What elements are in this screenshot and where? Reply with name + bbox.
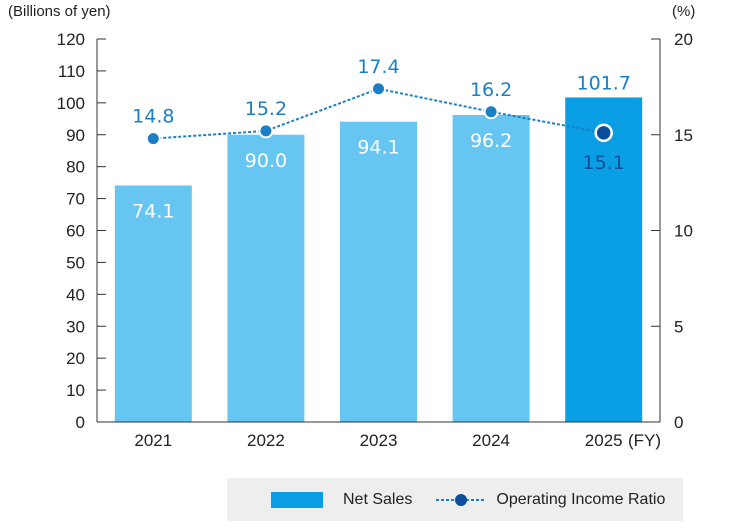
right-tick-label: 20	[674, 30, 693, 49]
right-tick-label: 10	[674, 222, 693, 241]
left-tick-label: 120	[57, 30, 85, 49]
ratio-value-label: 15.2	[245, 98, 287, 120]
right-tick-label: 0	[674, 413, 683, 432]
legend-ratio-swatch	[436, 493, 487, 506]
ratio-line	[153, 87, 604, 140]
bar-value-label: 94.1	[357, 137, 399, 159]
right-tick-label: 15	[674, 126, 693, 145]
ratio-point	[594, 123, 613, 143]
bar-value-label: 96.2	[470, 130, 512, 152]
legend-ratio-label: Operating Income Ratio	[496, 490, 666, 508]
bar-value-label: 74.1	[132, 200, 174, 222]
category-label: 2025	[585, 431, 623, 450]
chart: (Billions of yen) (%) 010203040506070809…	[8, 3, 695, 450]
ratio-point	[371, 81, 386, 97]
left-tick-label: 30	[66, 317, 85, 336]
bar	[227, 134, 305, 422]
legend-net-sales-label: Net Sales	[343, 490, 413, 508]
bar-series: 74.1 90.0 94.1 96.2 101.7	[97, 72, 660, 423]
left-tick-label: 80	[66, 158, 85, 177]
right-tick-label: 5	[674, 317, 683, 336]
line-series: 14.8 15.2 17.4 16.2 15.1	[132, 56, 625, 174]
bar-value-label: 101.7	[576, 72, 630, 94]
ratio-value-label: 14.8	[132, 106, 174, 128]
left-axis: 0 10 20 30 40 50 60 70 80 90 100 110 120	[57, 30, 106, 432]
left-axis-title: (Billions of yen)	[8, 3, 111, 20]
left-tick-label: 10	[66, 381, 85, 400]
ratio-point	[145, 131, 161, 147]
x-axis-unit: (FY)	[628, 431, 661, 450]
left-tick-label: 110	[58, 62, 85, 81]
left-tick-label: 0	[76, 413, 85, 432]
left-tick-label: 20	[66, 349, 85, 368]
category-label: 2022	[247, 431, 285, 450]
ratio-point	[258, 123, 274, 139]
left-tick-label: 50	[66, 253, 85, 272]
ratio-value-label: 16.2	[470, 79, 512, 101]
right-axis-title: (%)	[672, 3, 695, 20]
category-label: 2024	[472, 431, 510, 450]
x-axis: 2021 2022 2023 2024 2025	[134, 431, 622, 450]
left-tick-label: 100	[57, 94, 85, 113]
ratio-value-label: 15.1	[583, 152, 625, 174]
category-label: 2023	[360, 431, 398, 450]
category-label: 2021	[134, 431, 172, 450]
left-tick-label: 60	[66, 222, 85, 241]
bar	[565, 97, 643, 422]
bar	[340, 121, 417, 422]
ratio-point	[483, 104, 499, 120]
legend: Net Sales Operating Income Ratio	[227, 478, 683, 521]
bar	[452, 114, 530, 422]
legend-net-sales-swatch	[271, 491, 323, 508]
right-axis: 0 5 10 15 20	[651, 30, 693, 432]
left-tick-label: 70	[66, 190, 85, 209]
left-tick-label: 40	[66, 285, 85, 304]
bar	[114, 185, 192, 422]
ratio-value-label: 17.4	[357, 56, 399, 78]
bar-value-label: 90.0	[245, 150, 287, 172]
left-tick-label: 90	[66, 126, 85, 145]
